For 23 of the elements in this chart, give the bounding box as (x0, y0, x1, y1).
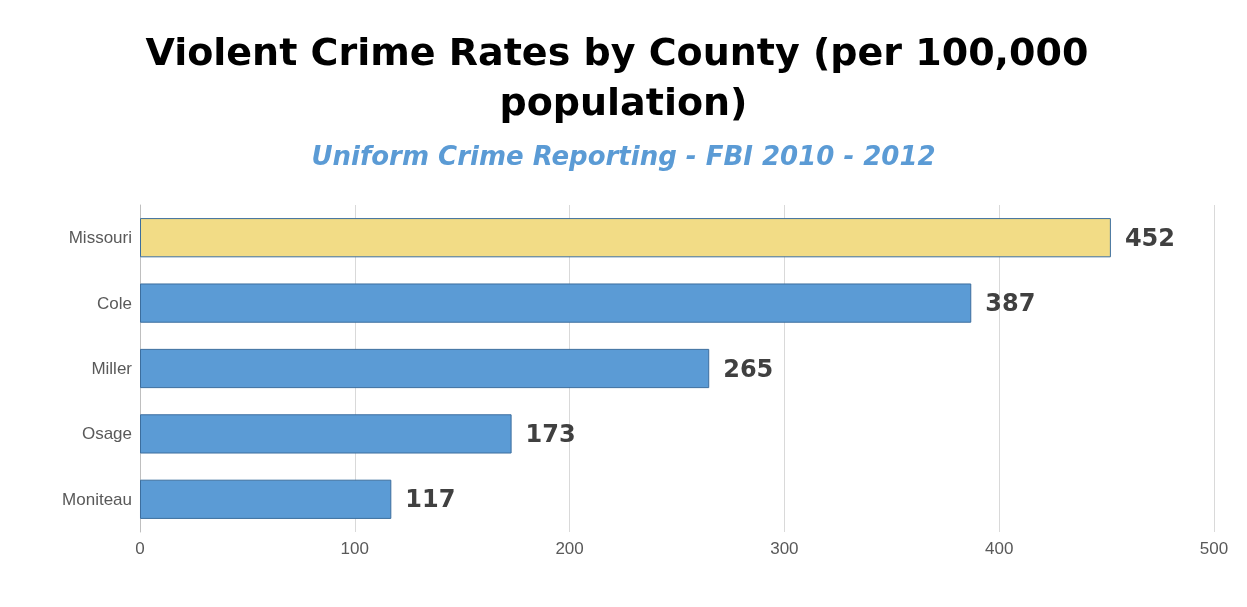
data-label: 452 (1124, 223, 1176, 252)
x-tick-label: 100 (340, 539, 369, 558)
data-label: 173 (525, 419, 576, 448)
y-tick-label: Miller (91, 359, 133, 378)
y-tick-label: Cole (97, 293, 132, 313)
data-label: 117 (405, 485, 456, 514)
x-tick-label: 400 (985, 539, 1014, 558)
bar (140, 218, 1111, 258)
y-tick-label: Osage (81, 424, 132, 444)
x-tick-label: 300 (770, 539, 799, 558)
bar (140, 414, 512, 454)
chart-title: Violent Crime Rates by County (per 100,000 population) (145, 30, 1102, 124)
x-tick-label: 0 (135, 539, 145, 558)
y-tick-label: Moniteau (62, 489, 132, 509)
x-tick-label: 200 (555, 539, 584, 558)
chart-subtitle: Uniform Crime Reporting - FBI 2010 - 2012 (311, 141, 936, 171)
x-tick-label: 500 (1199, 539, 1229, 558)
bar (140, 479, 392, 519)
data-label: 387 (985, 289, 1036, 318)
data-label: 265 (723, 354, 774, 383)
bar (140, 348, 710, 389)
y-tick-label: Missouri (68, 228, 132, 248)
bar (140, 283, 972, 323)
